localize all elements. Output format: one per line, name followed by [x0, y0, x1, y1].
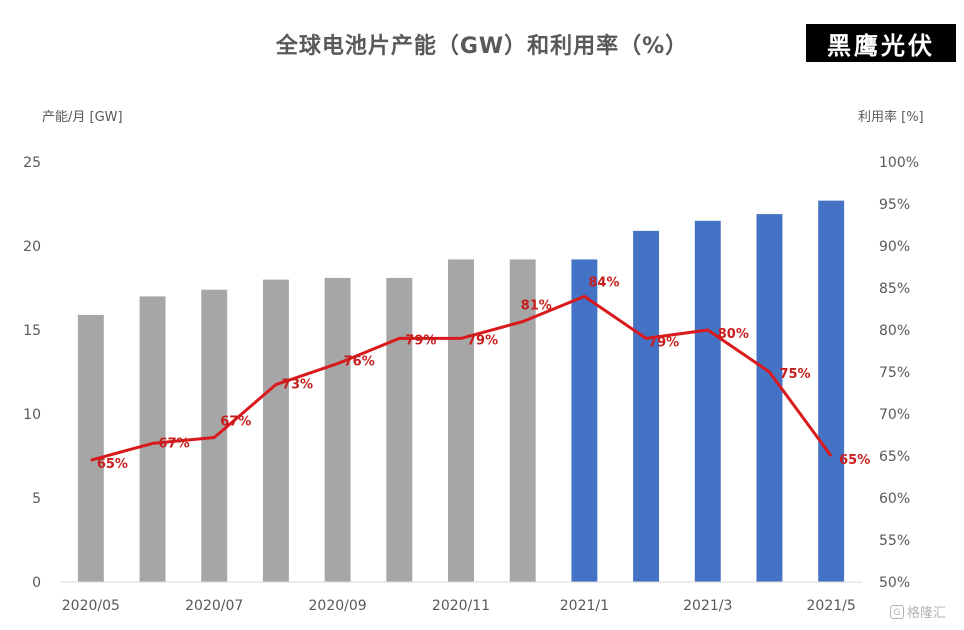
x-tick-label: 2020/11	[432, 598, 490, 614]
left-y-tick-label: 5	[32, 491, 41, 507]
utilization-data-label: 80%	[718, 327, 749, 342]
utilization-data-label: 79%	[467, 333, 498, 348]
right-y-tick-label: 90%	[879, 239, 910, 255]
brand-logo: 黑鹰光伏	[806, 24, 956, 62]
right-y-tick-label: 70%	[879, 407, 910, 423]
capacity-bar	[571, 259, 598, 582]
x-tick-label: 2021/1	[560, 598, 609, 614]
capacity-bar	[756, 214, 783, 582]
capacity-bar	[694, 220, 721, 583]
right-y-tick-label: 100%	[879, 155, 919, 171]
capacity-bar	[818, 200, 845, 582]
utilization-data-label: 67%	[159, 436, 190, 451]
x-tick-label: 2020/07	[185, 598, 243, 614]
capacity-bar	[448, 259, 474, 582]
right-y-tick-label: 65%	[879, 449, 910, 465]
utilization-line	[90, 294, 833, 462]
watermark: G 格隆汇	[890, 602, 946, 621]
utilization-data-label: 84%	[588, 275, 619, 290]
right-y-tick-label: 50%	[879, 575, 910, 591]
chart-title: 全球电池片产能（GW）和利用率（%）	[275, 34, 689, 59]
utilization-data-label: 75%	[779, 367, 810, 382]
x-tick-label: 2020/09	[309, 598, 367, 614]
right-axis-title: 利用率 [%]	[858, 110, 924, 125]
left-y-tick-label: 15	[23, 323, 41, 339]
right-y-tick-label: 95%	[879, 197, 910, 213]
capacity-bar	[77, 314, 104, 582]
utilization-data-label: 65%	[97, 457, 128, 472]
right-y-tick-label: 85%	[879, 281, 910, 297]
left-y-tick-label: 0	[32, 575, 41, 591]
x-tick-label: 2021/3	[683, 598, 732, 614]
capacity-bar	[324, 277, 351, 582]
watermark-logo-icon: G	[890, 604, 904, 619]
utilization-data-label: 79%	[405, 333, 436, 348]
capacity-bar	[139, 296, 166, 582]
left-y-tick-label: 25	[23, 155, 41, 171]
utilization-data-label: 79%	[648, 335, 679, 350]
capacity-bar	[633, 230, 660, 582]
left-axis-title: 产能/月 [GW]	[42, 110, 123, 125]
left-y-tick-label: 10	[23, 407, 41, 423]
right-y-tick-label: 55%	[879, 533, 910, 549]
capacity-bar	[509, 259, 536, 582]
x-tick-label: 2021/5	[807, 598, 856, 614]
utilization-data-label: 73%	[282, 378, 313, 393]
right-y-tick-label: 80%	[879, 323, 910, 339]
right-y-tick-label: 60%	[879, 491, 910, 507]
capacity-bar	[386, 277, 413, 582]
utilization-data-label: 65%	[839, 453, 870, 468]
utilization-data-label: 76%	[344, 355, 375, 370]
capacity-bar	[262, 279, 289, 582]
x-tick-label: 2020/05	[62, 598, 120, 614]
left-y-tick-label: 20	[23, 239, 41, 255]
utilization-data-label: 67%	[220, 415, 251, 430]
utilization-data-label: 81%	[521, 299, 552, 314]
watermark-text: 格隆汇	[907, 606, 947, 621]
right-y-tick-label: 75%	[879, 365, 910, 381]
